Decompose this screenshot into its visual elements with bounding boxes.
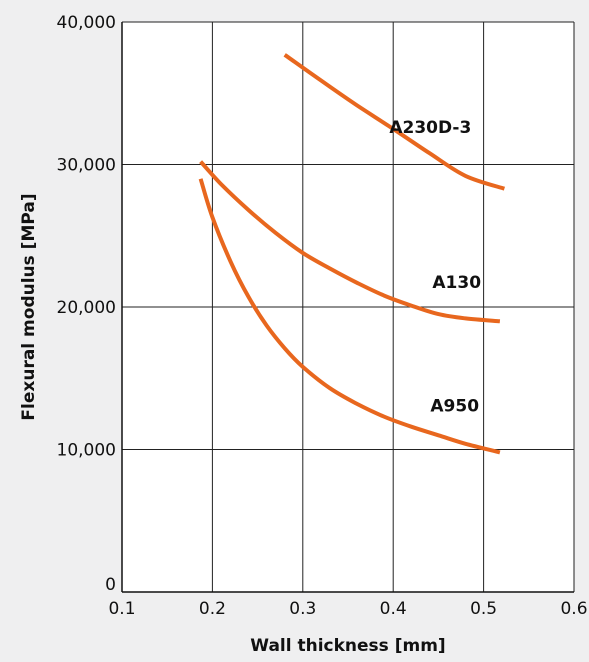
series-labels: A230D-3 A130 A950	[389, 118, 481, 416]
series-line-a130	[199, 160, 501, 324]
y-tick-label-30-000: 30,000	[57, 156, 116, 176]
axes	[121, 22, 574, 593]
series-lines	[198, 53, 506, 455]
y-tick-label-20-000: 20,000	[57, 298, 116, 318]
series-label-a230d-3: A230D-3	[389, 118, 471, 138]
x-tick-label-0-6: 0.6	[560, 599, 587, 619]
y-axis-title: Flexural modulus [MPa]	[19, 193, 39, 420]
tick-labels: 0.1 0.2 0.3 0.4 0.5 0.6 0 10,000 20,000 30,000 40,…	[57, 13, 588, 619]
y-tick-label-40-000: 40,000	[57, 13, 116, 33]
x-tick-label-0-5: 0.5	[470, 599, 497, 619]
x-tick-label-0-3: 0.3	[289, 599, 316, 619]
y-tick-label-10-000: 10,000	[57, 441, 116, 461]
series-label-a950: A950	[430, 396, 479, 416]
x-axis-title: Wall thickness [mm]	[250, 636, 445, 656]
grid	[122, 21, 575, 592]
y-tick-label-0: 0	[105, 575, 116, 595]
series-label-a130: A130	[432, 273, 481, 293]
x-tick-label-0-1: 0.1	[108, 599, 135, 619]
series-line-a230d-3	[283, 53, 506, 191]
x-tick-label-0-2: 0.2	[199, 599, 226, 619]
x-tick-label-0-4: 0.4	[380, 599, 407, 619]
series-line-a950	[198, 178, 501, 455]
